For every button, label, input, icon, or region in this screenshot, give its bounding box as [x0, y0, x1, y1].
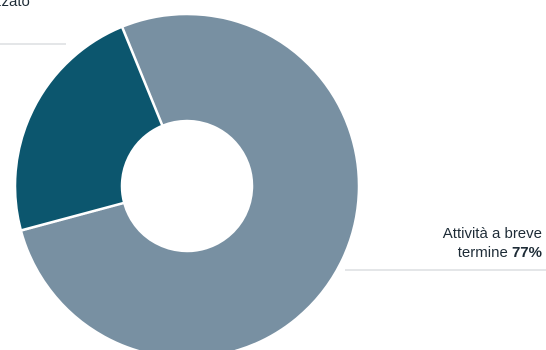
slice-label-short-term-value: 77%	[511, 244, 542, 261]
slice-label-short-term-line1: Attività a breve	[442, 225, 542, 242]
donut-slices	[13, 12, 361, 350]
slice-label-short-term-line2: termine 77%	[443, 243, 542, 262]
slice-label-short-term-name: termine	[457, 244, 508, 261]
slice-label-other-text: zzato	[0, 0, 30, 10]
slice-label-short-term: Attività a breve termine 77%	[443, 224, 542, 262]
slice-label-other: zzato	[0, 0, 30, 11]
slice-other	[13, 25, 164, 232]
slice-short-term	[19, 12, 361, 350]
